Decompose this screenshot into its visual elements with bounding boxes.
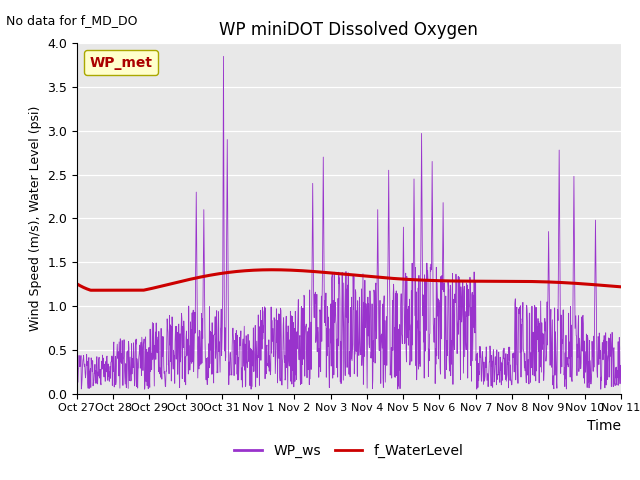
Text: No data for f_MD_DO: No data for f_MD_DO xyxy=(6,14,138,27)
Title: WP miniDOT Dissolved Oxygen: WP miniDOT Dissolved Oxygen xyxy=(220,21,478,39)
Legend: WP_ws, f_WaterLevel: WP_ws, f_WaterLevel xyxy=(228,439,469,464)
X-axis label: Time: Time xyxy=(587,419,621,433)
Y-axis label: Wind Speed (m/s), Water Level (psi): Wind Speed (m/s), Water Level (psi) xyxy=(29,106,42,331)
